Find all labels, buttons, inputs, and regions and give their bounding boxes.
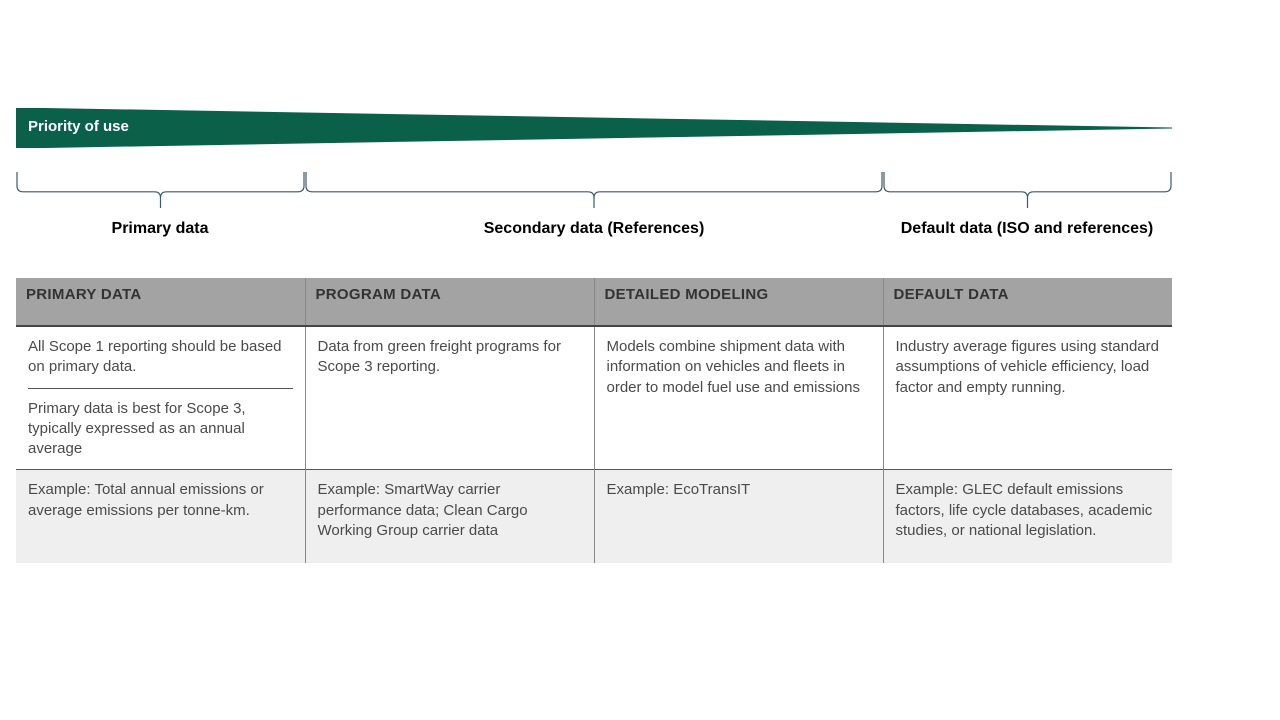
example-row: Example: Total annual emis­sions or aver… <box>16 470 1172 563</box>
desc-primary: All Scope 1 reporting should be based on… <box>16 326 305 470</box>
desc-default: Industry average figures using standard … <box>883 326 1172 470</box>
desc-primary-sub2: Primary data is best for Scope 3, typica… <box>28 389 293 460</box>
priority-label: Priority of use <box>28 118 129 135</box>
desc-primary-sub1: All Scope 1 reporting should be based on… <box>28 337 293 389</box>
bracket-primary <box>16 172 305 208</box>
priority-wedge: Priority of use <box>16 108 1172 148</box>
col-header-detailed: DETAILED MODELING <box>594 278 883 326</box>
description-row: All Scope 1 reporting should be based on… <box>16 326 1172 470</box>
desc-detailed: Models combine shipment data with inform… <box>594 326 883 470</box>
col-header-primary: PRIMARY DATA <box>16 278 305 326</box>
category-labels: Primary data Secondary data (References)… <box>16 220 1172 250</box>
table-header-row: PRIMARY DATA PROGRAM DATA DETAILED MODEL… <box>16 278 1172 326</box>
example-detailed: Example: EcoTransIT <box>594 470 883 563</box>
category-primary: Primary data <box>112 220 209 238</box>
category-secondary: Secondary data (References) <box>484 220 705 238</box>
example-program: Example: SmartWay carrier performance da… <box>305 470 594 563</box>
data-table: PRIMARY DATA PROGRAM DATA DETAILED MODEL… <box>16 278 1172 563</box>
example-default: Example: GLEC default emissions factors,… <box>883 470 1172 563</box>
bracket-secondary <box>305 172 883 208</box>
bracket-row <box>16 172 1172 214</box>
bracket-default <box>883 172 1172 208</box>
example-primary: Example: Total annual emis­sions or aver… <box>16 470 305 563</box>
desc-program: Data from green freight pro­grams for Sc… <box>305 326 594 470</box>
col-header-program: PROGRAM DATA <box>305 278 594 326</box>
category-default: Default data (ISO and references) <box>901 220 1154 238</box>
diagram-container: Priority of use Primary data Secondary d… <box>16 108 1172 563</box>
col-header-default: DEFAULT DATA <box>883 278 1172 326</box>
